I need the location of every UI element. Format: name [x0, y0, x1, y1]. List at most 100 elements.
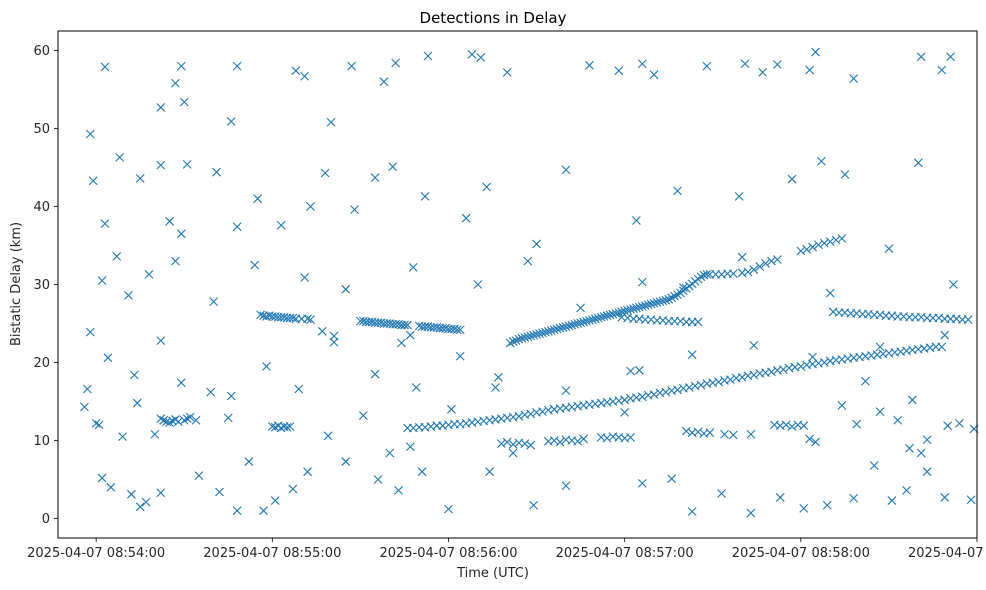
- data-point: [546, 326, 556, 335]
- x-axis-label: Time (UTC): [456, 566, 529, 581]
- data-point: [837, 234, 847, 243]
- data-point: [852, 419, 862, 429]
- data-point: [485, 467, 494, 477]
- data-point: [529, 500, 539, 510]
- data-point: [282, 422, 292, 432]
- data-point: [629, 304, 638, 314]
- data-point: [620, 408, 630, 417]
- data-point: [347, 61, 356, 71]
- data-point: [300, 273, 310, 282]
- data-point: [523, 256, 533, 266]
- y-tick-label: 10: [33, 434, 50, 449]
- data-point: [385, 448, 395, 458]
- data-point: [370, 369, 380, 379]
- data-point: [649, 298, 659, 308]
- data-point: [341, 457, 351, 466]
- data-point: [112, 252, 122, 261]
- data-point: [664, 294, 674, 304]
- data-point: [655, 297, 665, 307]
- data-point: [182, 414, 192, 424]
- data-point: [106, 482, 116, 492]
- data-point: [605, 310, 615, 320]
- data-point: [159, 415, 169, 425]
- data-point: [97, 473, 107, 483]
- data-point: [693, 317, 703, 327]
- data-point: [400, 320, 409, 330]
- data-point: [405, 442, 415, 452]
- data-point: [558, 323, 568, 332]
- data-point: [215, 487, 224, 497]
- data-point: [755, 262, 765, 271]
- data-point: [796, 362, 806, 371]
- data-point: [129, 370, 139, 380]
- data-point: [576, 303, 586, 313]
- data-point: [173, 417, 183, 427]
- data-point: [778, 365, 788, 374]
- data-point: [262, 362, 271, 371]
- data-point: [749, 370, 759, 380]
- data-point: [502, 437, 512, 447]
- data-point: [681, 426, 691, 436]
- data-point: [837, 401, 847, 410]
- data-point: [623, 305, 632, 315]
- data-point: [579, 434, 588, 444]
- data-point: [179, 97, 189, 107]
- data-point: [637, 479, 647, 488]
- data-point: [564, 321, 574, 331]
- data-point: [194, 471, 204, 480]
- data-point: [370, 173, 380, 183]
- data-point: [916, 448, 926, 458]
- data-point: [673, 385, 682, 395]
- data-point: [737, 372, 747, 382]
- data-point: [875, 407, 885, 417]
- data-point: [602, 311, 612, 321]
- data-point: [455, 351, 465, 361]
- data-point: [799, 503, 809, 513]
- data-point: [573, 436, 583, 446]
- data-point: [840, 170, 850, 179]
- data-point: [411, 383, 421, 392]
- data-point: [887, 496, 897, 505]
- data-point: [626, 432, 635, 442]
- data-point: [702, 269, 712, 279]
- data-point: [822, 500, 832, 510]
- data-point: [549, 325, 559, 335]
- data-point: [191, 415, 201, 425]
- data-point: [100, 219, 110, 229]
- data-point: [573, 319, 583, 328]
- data-point: [937, 65, 947, 75]
- data-point: [555, 437, 565, 447]
- data-point: [705, 428, 715, 438]
- data-point: [940, 493, 950, 502]
- data-point: [720, 429, 729, 439]
- y-axis-ticks: 0 10 20 30 40 50 60: [33, 44, 58, 527]
- data-point: [634, 302, 644, 312]
- data-point: [141, 497, 151, 507]
- data-point: [232, 222, 242, 232]
- data-point: [118, 432, 127, 441]
- data-point: [661, 295, 671, 305]
- data-point: [902, 486, 911, 495]
- data-point: [637, 392, 647, 402]
- data-point: [696, 272, 706, 282]
- data-point: [593, 313, 603, 323]
- data-point: [323, 431, 333, 441]
- data-point: [520, 439, 530, 449]
- data-point: [913, 158, 923, 168]
- data-point: [772, 60, 782, 69]
- data-point: [749, 340, 759, 350]
- data-point: [963, 315, 973, 324]
- data-point: [579, 317, 588, 327]
- data-point: [508, 448, 518, 458]
- data-point: [746, 508, 756, 518]
- data-point: [811, 437, 820, 447]
- data-point: [743, 267, 753, 277]
- data-point: [884, 244, 894, 254]
- data-point: [288, 484, 298, 494]
- data-point: [124, 291, 133, 300]
- data-point: [620, 306, 630, 316]
- data-point: [82, 384, 92, 394]
- data-point: [725, 375, 735, 385]
- data-point: [420, 191, 430, 201]
- data-point: [520, 333, 530, 342]
